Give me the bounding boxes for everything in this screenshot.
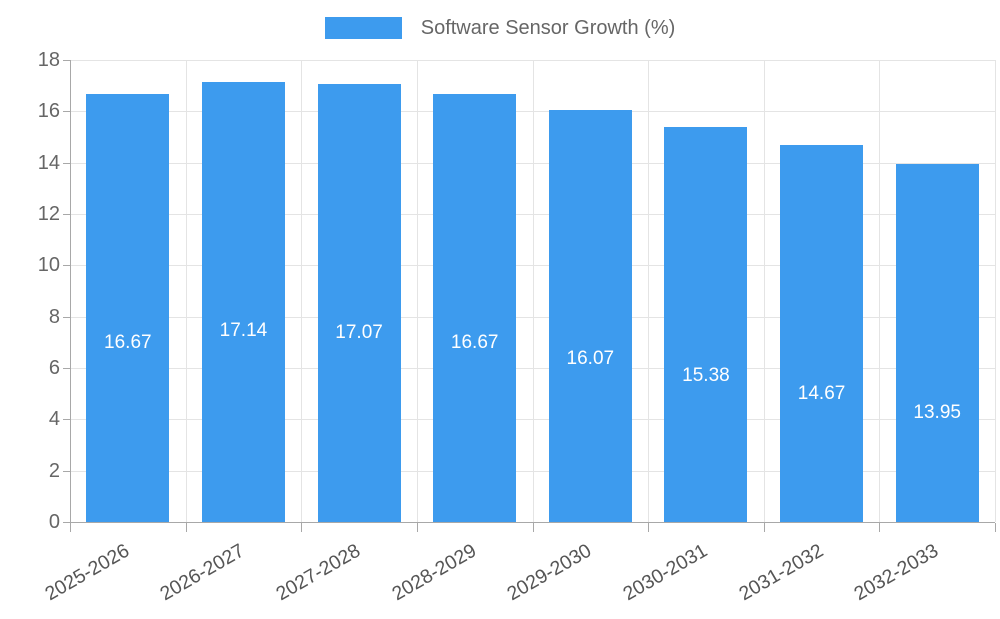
gridline-horizontal xyxy=(70,368,995,369)
x-axis-tick-label: 2032-2033 xyxy=(850,539,943,606)
gridline-horizontal xyxy=(70,60,995,61)
bar-value-label: 16.67 xyxy=(450,332,499,354)
x-axis-tick-mark xyxy=(533,523,534,532)
bar-value-label: 14.67 xyxy=(797,383,846,405)
bar-value-label: 16.67 xyxy=(104,332,152,354)
bar[interactable]: 16.67 xyxy=(433,94,517,522)
y-axis-tick-label: 10 xyxy=(37,254,60,277)
bar[interactable]: 16.67 xyxy=(86,94,170,522)
bar-value-label: 13.95 xyxy=(913,401,961,423)
x-axis-tick-mark xyxy=(417,523,418,532)
y-axis-tick-label: 6 xyxy=(48,357,60,379)
gridline-horizontal xyxy=(70,316,995,318)
x-axis-tick-mark xyxy=(995,523,996,532)
y-axis-tick-label: 18 xyxy=(37,49,60,71)
y-axis-line xyxy=(70,60,71,522)
x-axis-tick-label: 2030-2031 xyxy=(619,539,712,606)
bar[interactable]: 14.67 xyxy=(780,145,864,522)
x-axis-tick-mark xyxy=(301,523,302,532)
y-axis-tick-mark xyxy=(63,162,70,164)
gridline-vertical xyxy=(879,60,880,522)
gridline-vertical xyxy=(186,60,187,522)
y-axis-tick-mark xyxy=(63,316,70,318)
gridline-vertical xyxy=(533,60,534,522)
y-axis-tick-label: 12 xyxy=(37,203,60,225)
bar[interactable]: 16.07 xyxy=(548,109,632,522)
y-axis-tick-mark xyxy=(63,522,70,523)
legend-color-swatch-icon xyxy=(324,17,402,39)
bar-value-label: 17.14 xyxy=(219,320,268,342)
plot-area: 16.67 17.14 17.07 16.67 16.07 15.38 14.67 13.95 xyxy=(70,60,996,523)
y-axis-tick-label: 4 xyxy=(48,408,60,431)
y-axis-tick-mark xyxy=(63,419,70,421)
bar[interactable]: 17.07 xyxy=(317,83,401,522)
y-axis-tick-mark xyxy=(63,60,70,61)
chart-legend: Software Sensor Growth (%) xyxy=(0,12,1000,44)
bar-value-label: 16.07 xyxy=(566,347,615,369)
gridline-horizontal xyxy=(70,162,995,164)
bar-value-label: 15.38 xyxy=(682,365,730,387)
y-axis-tick-mark xyxy=(63,470,70,472)
x-axis-tick-label: 2025-2026 xyxy=(41,539,133,606)
gridline-horizontal xyxy=(70,214,995,215)
gridline-horizontal xyxy=(70,419,995,421)
y-axis-tick-label: 2 xyxy=(48,459,60,482)
x-axis-tick-label: 2029-2030 xyxy=(503,539,596,606)
bar-chart: Software Sensor Growth (%) 0 2 4 6 8 10 12 14 16… xyxy=(0,12,1000,606)
legend-item-software-sensor-growth[interactable]: Software Sensor Growth (%) xyxy=(324,17,676,39)
x-axis-tick-label: 2028-2029 xyxy=(388,539,480,606)
bar[interactable]: 17.14 xyxy=(201,82,285,522)
bar[interactable]: 15.38 xyxy=(664,127,748,522)
gridline-horizontal xyxy=(70,470,995,472)
gridline-horizontal xyxy=(70,111,995,113)
gridline-vertical xyxy=(648,60,649,522)
legend-item-label: Software Sensor Growth (%) xyxy=(420,17,676,39)
gridline-vertical xyxy=(417,60,418,522)
x-axis-tick-mark xyxy=(764,523,765,532)
gridline-vertical xyxy=(995,60,996,522)
y-axis-tick-mark xyxy=(63,214,70,215)
x-axis-tick-label: 2027-2028 xyxy=(272,539,365,606)
y-axis-tick-mark xyxy=(63,111,70,113)
x-axis-line xyxy=(70,522,995,523)
bar[interactable]: 13.95 xyxy=(895,163,979,522)
gridline-horizontal xyxy=(70,265,995,267)
x-axis-tick-label: 2031-2032 xyxy=(734,539,827,606)
y-axis-tick-label: 14 xyxy=(37,151,60,174)
x-axis-tick-mark xyxy=(648,523,649,532)
y-axis-tick-mark xyxy=(63,265,70,267)
gridline-vertical xyxy=(764,60,765,522)
x-axis-tick-label: 2026-2027 xyxy=(156,539,249,606)
y-axis-tick-mark xyxy=(63,368,70,369)
gridline-vertical xyxy=(301,60,302,522)
y-axis-tick-label: 8 xyxy=(48,305,60,328)
y-axis-tick-label: 0 xyxy=(48,511,60,533)
x-axis-tick-mark xyxy=(879,523,880,532)
x-axis-tick-mark xyxy=(186,523,187,532)
bar-value-label: 17.07 xyxy=(335,321,383,343)
x-axis-tick-mark xyxy=(70,523,71,532)
y-axis-tick-label: 16 xyxy=(37,100,60,123)
